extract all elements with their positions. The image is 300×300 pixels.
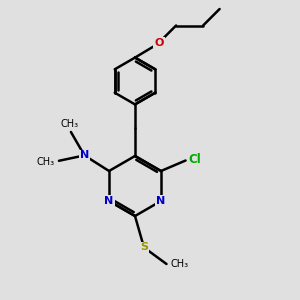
Text: N: N	[80, 150, 89, 161]
Text: N: N	[156, 196, 166, 206]
Text: S: S	[140, 242, 148, 253]
Text: CH₃: CH₃	[170, 259, 188, 269]
Text: CH₃: CH₃	[36, 157, 54, 167]
Text: Cl: Cl	[188, 152, 201, 166]
Text: N: N	[104, 196, 114, 206]
Text: CH₃: CH₃	[60, 118, 79, 129]
Text: O: O	[154, 38, 164, 48]
